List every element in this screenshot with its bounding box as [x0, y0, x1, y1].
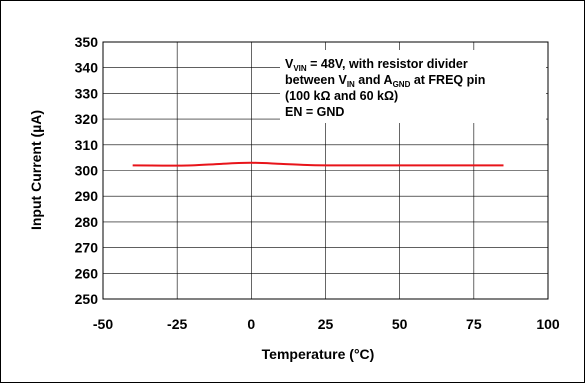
y-tick-label: 280: [75, 214, 99, 230]
series: [132, 161, 504, 167]
y-tick-label: 330: [75, 85, 99, 101]
y-tick-label: 270: [75, 240, 99, 256]
annotation-line-3: (100 kΩ and 60 kΩ): [285, 89, 398, 103]
y-tick-labels: 250 260 270 280 290 300 310 320 330 340 350: [75, 34, 99, 307]
x-tick-label: 75: [466, 316, 482, 332]
y-tick-label: 260: [75, 265, 99, 281]
x-tick-labels: -50 -25 0 25 50 75 100: [93, 316, 560, 332]
x-tick-label: 50: [392, 316, 408, 332]
y-tick-label: 300: [75, 163, 99, 179]
y-tick-label: 320: [75, 111, 99, 127]
plot-area: [102, 41, 549, 300]
x-tick-label: -25: [167, 316, 187, 332]
x-tick-label: -50: [93, 316, 113, 332]
x-axis-label: Temperature (°C): [262, 346, 375, 362]
y-axis-label: Input Current (µA): [28, 110, 44, 230]
y-tick-label: 340: [75, 60, 99, 76]
x-tick-label: 0: [247, 316, 255, 332]
x-tick-label: 100: [536, 316, 560, 332]
annotation: VVIN = 48V, with resistor divider betwee…: [285, 57, 485, 119]
y-tick-label: 350: [75, 34, 99, 50]
annotation-line-2: between VIN and AGND at FREQ pin: [285, 73, 485, 89]
y-tick-label: 250: [75, 291, 99, 307]
x-tick-label: 25: [318, 316, 334, 332]
annotation-line-1: VVIN = 48V, with resistor divider: [285, 57, 468, 73]
y-tick-label: 290: [75, 188, 99, 204]
annotation-line-4: EN = GND: [285, 105, 344, 119]
annotation-box: [280, 50, 546, 123]
y-tick-label: 310: [75, 137, 99, 153]
series-line: [132, 161, 504, 167]
